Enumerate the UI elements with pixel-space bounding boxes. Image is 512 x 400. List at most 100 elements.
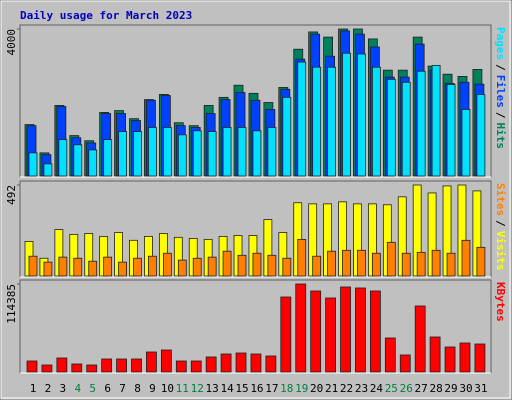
bar [295, 283, 307, 373]
bar [297, 61, 307, 177]
bar [207, 256, 217, 277]
bar [386, 78, 396, 177]
x-tick-label: 11 [176, 382, 189, 395]
bar [43, 261, 53, 277]
bar [401, 81, 411, 177]
bar [265, 355, 277, 373]
x-tick-label: 12 [191, 382, 204, 395]
bar [162, 127, 172, 177]
bar [222, 250, 232, 277]
bar [310, 290, 322, 373]
x-tick-label: 2 [45, 382, 52, 395]
x-tick-label: 8 [134, 382, 141, 395]
bar [116, 358, 127, 373]
bar [237, 127, 247, 177]
bar [131, 358, 142, 373]
x-tick-label: 31 [474, 382, 487, 395]
x-tick-label: 15 [235, 382, 248, 395]
chart-title: Daily usage for March 2023 [20, 9, 192, 22]
bar [267, 254, 277, 277]
bar [58, 256, 68, 277]
x-tick-label: 13 [206, 382, 219, 395]
bar [118, 261, 127, 277]
bar [28, 152, 38, 177]
bar [118, 131, 127, 177]
x-tick-label: 3 [60, 382, 67, 395]
bar [133, 257, 142, 277]
x-tick-label: 16 [250, 382, 263, 395]
legend-entry: Sites [494, 183, 507, 216]
bar [431, 64, 441, 177]
bar [162, 252, 172, 277]
bar [476, 246, 486, 277]
bar [312, 66, 322, 177]
bar [340, 286, 351, 373]
bar [446, 84, 456, 177]
bar [175, 360, 187, 373]
bar [416, 251, 426, 277]
y-tick-label: 492 [5, 185, 18, 205]
bar [342, 52, 351, 177]
bar [88, 149, 98, 177]
bar [103, 256, 113, 277]
bar [461, 109, 471, 177]
bar [282, 96, 292, 177]
bar [192, 130, 202, 177]
bar [71, 363, 83, 373]
bar [58, 139, 68, 177]
legend-entry: Hits [494, 123, 507, 150]
bar [41, 364, 53, 373]
legend-entry: KBytes [494, 282, 507, 322]
x-tick-label: 19 [295, 382, 308, 395]
bar [192, 257, 202, 277]
y-tick-label: 4000 [5, 29, 18, 56]
legend: KBytes [494, 282, 507, 322]
legend-entry: Pages [494, 27, 507, 60]
bar [357, 249, 366, 277]
x-tick-label: 5 [89, 382, 96, 395]
bar [56, 357, 68, 373]
bar [252, 130, 262, 177]
bar [357, 53, 366, 177]
legend-separator: / [494, 112, 507, 119]
bar [252, 252, 262, 277]
y-tick-label: 114385 [5, 284, 18, 324]
x-tick-label: 18 [280, 382, 293, 395]
bar [280, 296, 292, 373]
bar [476, 94, 486, 177]
bar [101, 358, 113, 373]
x-tick-label: 4 [74, 382, 81, 395]
bar [220, 353, 232, 373]
bar [148, 127, 157, 177]
bar [148, 255, 157, 277]
bar [146, 351, 157, 373]
bar [43, 163, 53, 177]
bar [88, 260, 98, 277]
legend-entry: Visits [494, 231, 507, 271]
bar [429, 336, 441, 373]
legend-entry: Files [494, 75, 507, 108]
x-tick-label: 30 [459, 382, 472, 395]
bar [371, 66, 381, 177]
x-tick-label: 29 [444, 382, 457, 395]
bar [73, 144, 83, 177]
bar [250, 353, 262, 373]
bar [444, 346, 456, 373]
x-tick-label: 10 [161, 382, 174, 395]
bar [384, 337, 396, 373]
bar [446, 252, 456, 277]
bar [371, 252, 381, 277]
bar [103, 139, 113, 177]
legend: Pages / Files / Hits [494, 27, 507, 149]
bar [160, 349, 172, 373]
bar [401, 252, 411, 277]
bar [369, 290, 381, 373]
bar [26, 360, 38, 373]
x-tick-label: 17 [265, 382, 278, 395]
x-tick-label: 22 [340, 382, 353, 395]
bar [237, 254, 247, 277]
bar [416, 70, 426, 177]
bar [399, 354, 411, 373]
bar [342, 249, 351, 277]
x-tick-label: 9 [149, 382, 156, 395]
